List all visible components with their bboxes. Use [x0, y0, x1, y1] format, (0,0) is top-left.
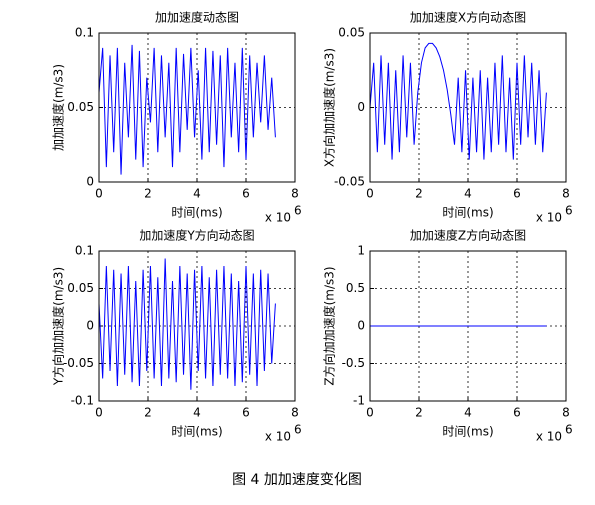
chart-title: 加加速度动态图 [155, 10, 239, 25]
x-tick-label: 8 [562, 406, 570, 420]
x-tick-label: 4 [193, 406, 201, 420]
x-scale-power: 6 [565, 204, 573, 218]
y-axis-label: Z方向加加速度(m/s3) [322, 266, 337, 385]
y-tick-label: -1 [353, 394, 365, 408]
x-axis-label: 时间(ms) [171, 206, 222, 220]
x-tick-label: 0 [366, 187, 374, 201]
x-tick-label: 6 [513, 406, 521, 420]
chart-title: 加加速度X方向动态图 [410, 10, 526, 25]
x-tick-label: 4 [464, 406, 472, 420]
x-tick-label: 2 [415, 406, 423, 420]
x-scale-power: 6 [294, 423, 302, 437]
y-axis-label: Y方向加加速度(m/s3) [51, 267, 66, 386]
chart-title: 加加速度Z方向动态图 [410, 228, 526, 243]
y-tick-label: 0.05 [338, 26, 365, 40]
axes-frame [369, 32, 567, 183]
y-tick-label: 0.5 [346, 281, 365, 295]
x-tick-label: 6 [513, 187, 521, 201]
x-tick-label: 8 [562, 187, 570, 201]
x-tick-label: 6 [242, 187, 250, 201]
x-scale-power: 6 [565, 423, 573, 437]
y-tick-label: -0.05 [63, 356, 94, 370]
x-tick-label: 0 [366, 406, 374, 420]
y-tick-label: -0.5 [342, 356, 365, 370]
x-scale-label: x 10 [536, 211, 562, 225]
x-scale-label: x 10 [265, 430, 291, 444]
x-scale-label: x 10 [265, 211, 291, 225]
y-tick-label: 0.1 [75, 26, 94, 40]
x-tick-label: 0 [95, 406, 103, 420]
x-tick-label: 2 [144, 406, 152, 420]
x-tick-label: 8 [291, 187, 299, 201]
x-tick-label: 4 [193, 187, 201, 201]
y-tick-label: -0.05 [334, 175, 365, 189]
x-tick-label: 0 [95, 187, 103, 201]
figure-caption: 图 4 加加速度变化图 [232, 472, 362, 488]
x-scale-power: 6 [294, 204, 302, 218]
x-tick-label: 6 [242, 406, 250, 420]
data-line [98, 258, 276, 390]
y-tick-label: 0 [86, 319, 94, 333]
y-tick-label: 0.05 [67, 281, 94, 295]
y-tick-label: -0.1 [71, 394, 94, 408]
x-axis-label: 时间(ms) [442, 425, 493, 439]
axes-frame [98, 250, 296, 402]
x-tick-label: 4 [464, 187, 472, 201]
y-tick-label: 0 [357, 100, 365, 114]
axes-frame [369, 250, 567, 402]
y-axis-label: X方向加加速度(m/s3) [322, 48, 337, 167]
x-tick-label: 2 [415, 187, 423, 201]
y-tick-label: 0 [86, 175, 94, 189]
x-tick-label: 8 [291, 406, 299, 420]
y-tick-label: 0.05 [67, 100, 94, 114]
y-tick-label: 1 [357, 244, 365, 258]
x-tick-label: 2 [144, 187, 152, 201]
data-line [369, 42, 547, 160]
chart-title: 加加速度Y方向动态图 [139, 228, 254, 243]
y-tick-label: 0.1 [75, 244, 94, 258]
x-axis-label: 时间(ms) [442, 206, 493, 220]
x-scale-label: x 10 [536, 430, 562, 444]
x-axis-label: 时间(ms) [171, 425, 222, 439]
data-line [98, 44, 276, 175]
axes-frame [98, 32, 296, 183]
y-axis-label: 加加速度(m/s3) [51, 64, 66, 151]
y-tick-label: 0 [357, 319, 365, 333]
